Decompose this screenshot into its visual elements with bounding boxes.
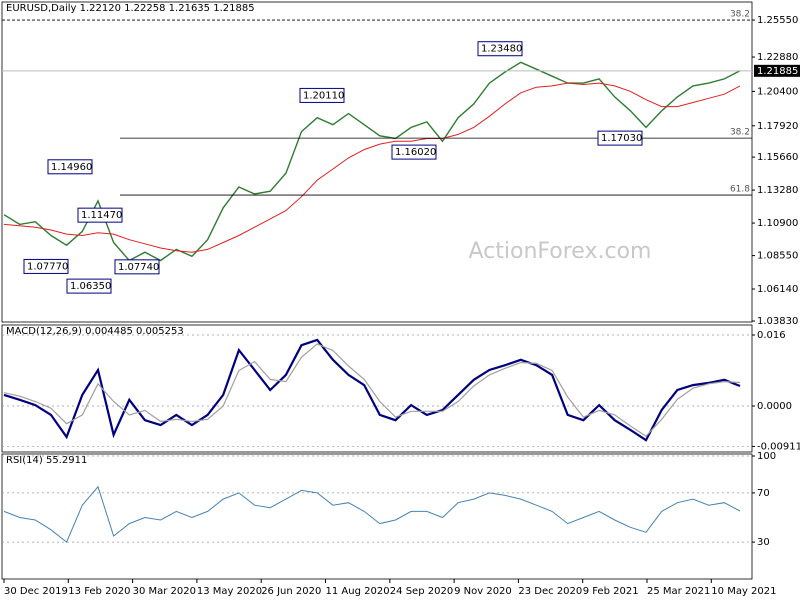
annotation-label: 1.06350 [70, 281, 111, 292]
y-tick-label: 1.15660 [757, 152, 798, 163]
series-line [3, 343, 741, 437]
y-tick-label: 30 [757, 537, 770, 548]
x-tick-label: 25 Mar 2021 [647, 586, 710, 597]
y-tick-label: 1.13280 [757, 185, 798, 196]
y-tick-label: 1.06140 [757, 284, 798, 295]
y-tick-label: 1.17920 [757, 121, 798, 132]
x-tick-label: 30 Dec 2019 [4, 586, 68, 597]
y-tick-label: 100 [757, 451, 776, 462]
annotation-label: 1.07740 [118, 262, 159, 273]
annotation-label: 1.20110 [303, 90, 344, 101]
x-tick-label: 30 Mar 2020 [133, 586, 196, 597]
panel-title: RSI(14) 55.2911 [6, 455, 87, 466]
x-tick-label: 11 Aug 2020 [326, 586, 390, 597]
annotation-box [597, 130, 643, 146]
panel-frame [1, 453, 753, 580]
annotation-box [299, 87, 345, 103]
series-line [3, 338, 741, 442]
annotation-box [47, 159, 93, 175]
annotation-box [23, 258, 69, 274]
fib-label: 61.8 [730, 185, 750, 195]
annotation-label: 1.11470 [81, 210, 122, 221]
annotation-box [477, 41, 523, 57]
y-tick-label: 0.0000 [757, 401, 792, 412]
annotation-box [77, 207, 123, 223]
y-tick-label: 70 [757, 488, 770, 499]
y-tick-label: 1.10900 [757, 218, 798, 229]
series-line [3, 485, 741, 543]
series-line [3, 61, 741, 262]
x-tick-label: 9 Nov 2020 [454, 586, 512, 597]
y-tick-label: 1.22880 [757, 52, 798, 63]
panel-title: MACD(12,26,9) 0.004485 0.005253 [6, 326, 184, 337]
watermark: ActionForex.com [469, 239, 652, 264]
fib-label: 38.2 [730, 128, 750, 138]
panel-frame [1, 1, 753, 323]
y-tick-label: -0.009116 [757, 441, 800, 452]
panel-frame [1, 324, 753, 453]
fib-label: 38.2 [730, 10, 750, 20]
annotation-label: 1.07770 [27, 261, 68, 272]
x-tick-label: 13 May 2020 [197, 586, 262, 597]
annotation-label: 1.16020 [395, 147, 436, 158]
x-tick-label: 9 Feb 2021 [583, 586, 639, 597]
current-price-box [754, 64, 800, 77]
x-tick-label: 23 Dec 2020 [518, 586, 582, 597]
annotation-box [114, 259, 160, 275]
annotation-label: 1.23480 [481, 44, 522, 55]
annotation-box [66, 278, 112, 294]
y-tick-label: 1.25550 [757, 15, 798, 26]
current-price-label: 1.21885 [757, 66, 798, 77]
annotation-box [391, 144, 437, 160]
annotation-label: 1.14960 [51, 162, 92, 173]
y-tick-label: 1.20400 [757, 86, 798, 97]
panel-title: EURUSD,Daily 1.22120 1.22258 1.21635 1.2… [6, 3, 255, 14]
x-tick-label: 24 Sep 2020 [390, 586, 453, 597]
y-tick-label: 1.08550 [757, 251, 798, 262]
x-tick-label: 13 Feb 2020 [68, 586, 130, 597]
x-tick-label: 26 Jun 2020 [261, 586, 321, 597]
y-tick-label: 0.016 [757, 330, 786, 341]
series-line [3, 82, 741, 253]
y-tick-label: 1.03830 [757, 316, 798, 327]
annotation-label: 1.17030 [601, 133, 642, 144]
x-tick-label: 10 May 2021 [711, 586, 776, 597]
